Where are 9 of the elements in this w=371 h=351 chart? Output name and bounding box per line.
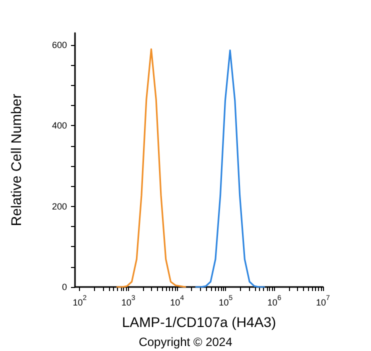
y-tick-label: 200: [52, 201, 67, 212]
y-axis-title: Relative Cell Number: [8, 94, 24, 226]
y-tick-label: 600: [52, 40, 67, 50]
line-series: [116, 48, 186, 288]
y-tick-label: 400: [52, 120, 67, 131]
x-axis-title: LAMP-1/CD107a (H4A3): [122, 314, 276, 330]
text: Copyright © 2024: [138, 335, 233, 349]
line-series: [195, 50, 265, 288]
y-tick-label: 0: [62, 282, 67, 292]
